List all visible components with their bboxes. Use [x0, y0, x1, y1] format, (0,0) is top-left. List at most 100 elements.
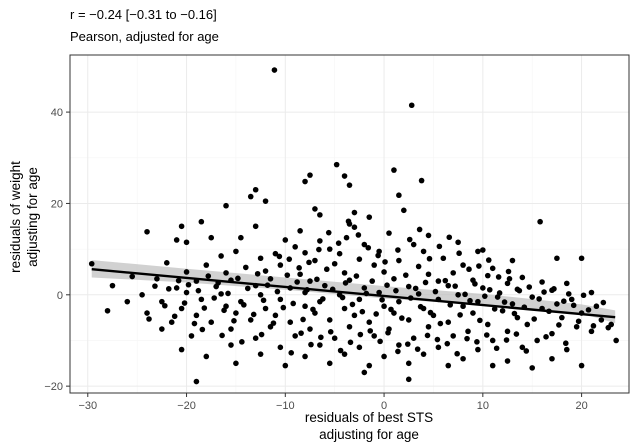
data-point — [199, 326, 206, 333]
data-point — [442, 277, 449, 284]
data-point — [399, 315, 405, 321]
data-point — [320, 296, 326, 302]
data-points — [88, 67, 619, 385]
x-axis-title-line-2: adjusting for age — [319, 427, 419, 442]
data-point — [223, 270, 229, 276]
data-point — [316, 246, 322, 253]
data-point — [302, 303, 308, 310]
data-point — [287, 319, 294, 326]
data-point — [450, 333, 457, 339]
data-point — [375, 252, 381, 259]
data-point — [356, 256, 363, 262]
data-point — [406, 236, 413, 243]
data-point — [504, 358, 511, 364]
data-point — [537, 218, 543, 225]
data-point — [385, 329, 391, 336]
data-point — [554, 301, 560, 307]
data-point — [205, 273, 212, 279]
data-point — [420, 351, 427, 357]
data-point — [395, 247, 401, 253]
x-tick-label: 10 — [477, 400, 489, 412]
data-point — [104, 307, 111, 314]
data-point — [144, 310, 150, 316]
data-point — [434, 336, 441, 343]
data-point — [529, 294, 536, 300]
data-point — [317, 238, 323, 244]
data-point — [361, 369, 368, 376]
data-point — [556, 322, 562, 328]
data-point — [475, 248, 481, 255]
data-point — [223, 202, 229, 209]
data-point — [474, 339, 480, 345]
data-point — [588, 289, 595, 296]
y-axis-title-line-1: residuals of weight — [8, 161, 23, 273]
data-point — [531, 316, 537, 322]
data-point — [331, 335, 338, 341]
chart-title: r = −0.24 [−0.31 to −0.16] — [70, 7, 217, 22]
data-point — [460, 355, 466, 362]
data-point — [326, 246, 333, 252]
data-point — [371, 333, 377, 339]
data-point — [346, 277, 353, 283]
data-point — [444, 340, 451, 347]
data-point — [208, 234, 215, 241]
data-point — [173, 237, 180, 243]
data-point — [193, 378, 200, 385]
data-point — [183, 239, 190, 246]
data-point — [233, 248, 239, 255]
confidence-band-group — [91, 260, 616, 324]
data-point — [435, 344, 442, 351]
data-point — [405, 360, 412, 367]
data-point — [343, 234, 350, 241]
data-point — [257, 255, 264, 262]
data-point — [292, 244, 298, 250]
data-point — [341, 351, 348, 357]
data-point — [460, 303, 466, 310]
data-point — [496, 290, 503, 296]
data-point — [282, 362, 289, 369]
data-point — [218, 291, 224, 297]
data-point — [437, 320, 444, 327]
data-point — [203, 262, 210, 268]
x-tick-label: −20 — [177, 400, 196, 412]
data-point — [410, 241, 417, 248]
data-point — [503, 337, 510, 343]
data-point — [483, 332, 490, 338]
fit-line — [91, 268, 616, 319]
data-point — [529, 365, 536, 371]
data-point — [480, 247, 486, 253]
data-point — [495, 274, 502, 280]
data-point — [405, 317, 412, 323]
data-point — [244, 285, 251, 292]
data-point — [509, 301, 516, 307]
data-point — [331, 260, 338, 267]
data-point — [605, 324, 612, 331]
data-point — [159, 298, 165, 305]
data-point — [549, 330, 555, 337]
data-point — [541, 289, 547, 295]
data-point — [272, 250, 279, 257]
data-point — [367, 328, 374, 334]
data-point — [371, 262, 377, 268]
data-point — [414, 346, 421, 352]
data-point — [570, 302, 577, 309]
data-point — [254, 270, 261, 277]
data-point — [235, 275, 241, 282]
data-point — [181, 300, 188, 306]
data-point — [563, 280, 570, 287]
data-point — [377, 338, 383, 345]
data-point — [420, 248, 427, 255]
data-point — [144, 228, 150, 235]
data-point — [526, 284, 533, 290]
data-point — [391, 276, 397, 282]
data-point — [345, 218, 352, 225]
x-axis: −30 −20 −10 0 10 20 — [78, 393, 588, 412]
data-point — [523, 348, 530, 354]
data-point — [247, 193, 254, 200]
data-point — [288, 350, 295, 356]
data-point — [361, 285, 368, 291]
data-point — [489, 362, 496, 369]
data-point — [317, 212, 323, 218]
data-point — [432, 288, 439, 295]
